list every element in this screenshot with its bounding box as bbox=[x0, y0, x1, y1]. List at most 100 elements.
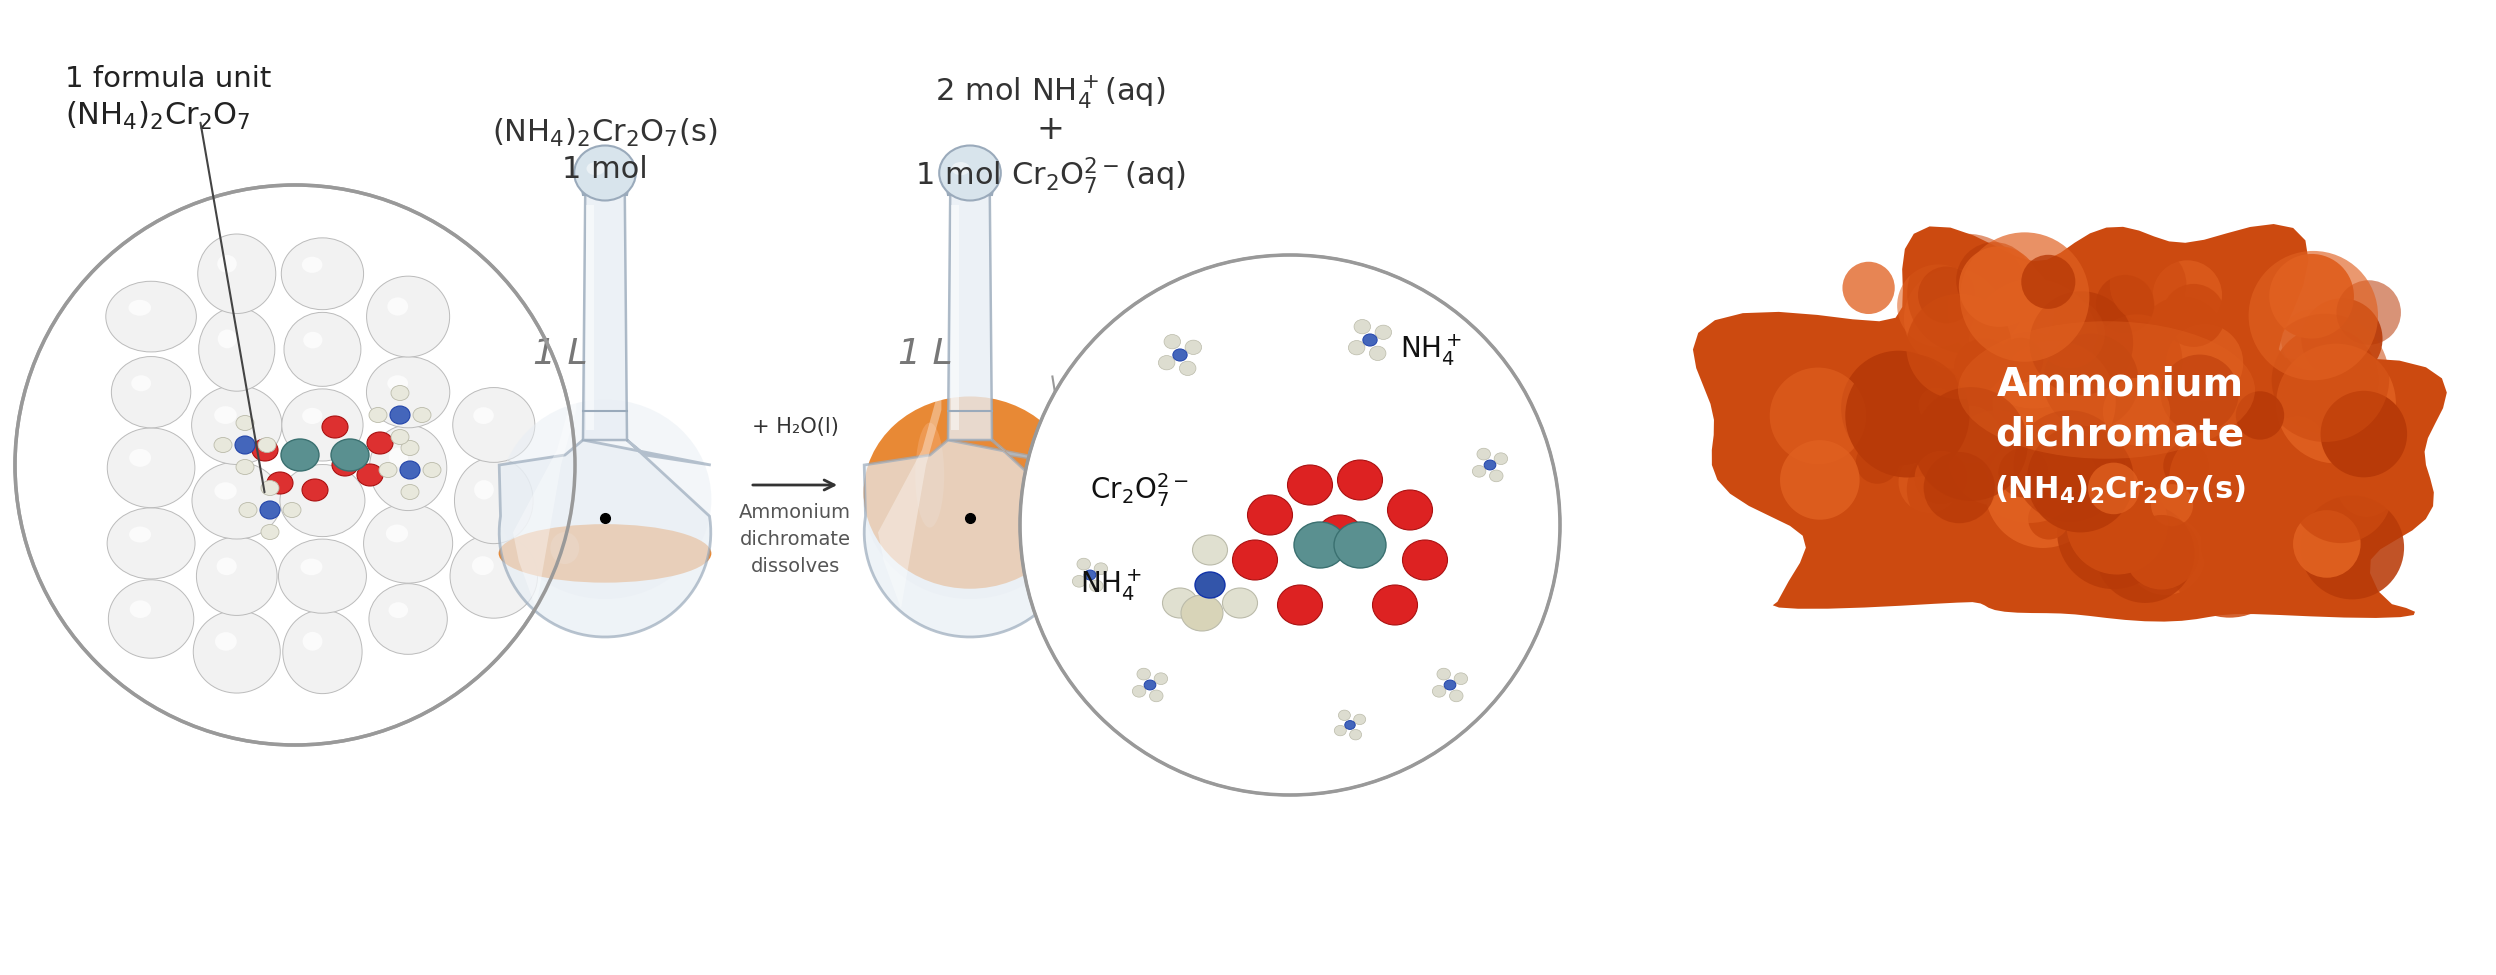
Circle shape bbox=[2069, 499, 2114, 544]
Circle shape bbox=[1907, 234, 2027, 354]
Ellipse shape bbox=[587, 162, 604, 175]
Ellipse shape bbox=[130, 448, 152, 467]
Ellipse shape bbox=[367, 357, 449, 428]
Ellipse shape bbox=[574, 145, 636, 201]
Circle shape bbox=[2269, 254, 2354, 338]
Ellipse shape bbox=[192, 462, 282, 539]
Ellipse shape bbox=[387, 297, 409, 316]
Ellipse shape bbox=[402, 485, 419, 499]
Circle shape bbox=[1942, 406, 1999, 463]
Circle shape bbox=[2321, 391, 2406, 478]
Circle shape bbox=[1770, 368, 1867, 464]
Text: Ammonium: Ammonium bbox=[1997, 366, 2244, 404]
Circle shape bbox=[1947, 256, 2054, 363]
Circle shape bbox=[2336, 280, 2401, 345]
Ellipse shape bbox=[130, 601, 152, 618]
Circle shape bbox=[1954, 338, 2014, 399]
Ellipse shape bbox=[1345, 721, 1355, 729]
Ellipse shape bbox=[332, 454, 357, 476]
Circle shape bbox=[2092, 314, 2182, 405]
Ellipse shape bbox=[262, 525, 280, 539]
Ellipse shape bbox=[1485, 460, 1495, 470]
Circle shape bbox=[2014, 410, 2124, 522]
Ellipse shape bbox=[951, 162, 971, 175]
Ellipse shape bbox=[387, 375, 409, 391]
Ellipse shape bbox=[1158, 356, 1176, 370]
Ellipse shape bbox=[1495, 452, 1508, 464]
Ellipse shape bbox=[1091, 580, 1103, 592]
Ellipse shape bbox=[1490, 470, 1503, 482]
Ellipse shape bbox=[215, 483, 237, 499]
Circle shape bbox=[1845, 353, 1969, 478]
Circle shape bbox=[2164, 444, 2209, 488]
Ellipse shape bbox=[217, 254, 237, 273]
Ellipse shape bbox=[280, 464, 364, 536]
Ellipse shape bbox=[217, 558, 237, 575]
Ellipse shape bbox=[938, 145, 1001, 201]
Ellipse shape bbox=[1445, 680, 1455, 690]
Ellipse shape bbox=[1186, 340, 1201, 355]
Circle shape bbox=[1857, 441, 1899, 484]
Circle shape bbox=[2271, 416, 2324, 470]
Circle shape bbox=[2201, 506, 2279, 584]
Circle shape bbox=[1797, 482, 1862, 546]
Circle shape bbox=[2169, 495, 2291, 617]
Polygon shape bbox=[879, 380, 941, 608]
Ellipse shape bbox=[392, 430, 409, 445]
Ellipse shape bbox=[200, 307, 275, 391]
Circle shape bbox=[1897, 264, 1979, 347]
Ellipse shape bbox=[1163, 334, 1181, 349]
Circle shape bbox=[2236, 391, 2284, 440]
Text: +: + bbox=[1036, 113, 1063, 146]
Circle shape bbox=[2261, 314, 2389, 442]
Ellipse shape bbox=[302, 484, 322, 499]
Circle shape bbox=[2276, 343, 2396, 463]
Ellipse shape bbox=[1133, 685, 1146, 697]
Ellipse shape bbox=[1338, 460, 1383, 500]
Polygon shape bbox=[587, 205, 594, 430]
Circle shape bbox=[2169, 429, 2266, 527]
Ellipse shape bbox=[1348, 340, 1365, 355]
Circle shape bbox=[1780, 440, 1860, 520]
Polygon shape bbox=[951, 205, 958, 430]
Circle shape bbox=[15, 185, 574, 745]
Ellipse shape bbox=[332, 439, 369, 471]
Ellipse shape bbox=[302, 256, 322, 273]
Ellipse shape bbox=[197, 537, 277, 615]
Ellipse shape bbox=[412, 408, 432, 422]
Circle shape bbox=[2042, 494, 2084, 534]
Ellipse shape bbox=[1478, 448, 1490, 460]
Ellipse shape bbox=[387, 525, 409, 542]
Circle shape bbox=[1959, 247, 2039, 327]
Ellipse shape bbox=[1957, 321, 2254, 459]
Circle shape bbox=[2022, 254, 2074, 309]
Ellipse shape bbox=[1318, 515, 1363, 555]
Text: $\mathregular{Cr_2O_7^{2-}}$: $\mathregular{Cr_2O_7^{2-}}$ bbox=[1091, 471, 1188, 509]
Circle shape bbox=[2057, 477, 2169, 589]
Ellipse shape bbox=[472, 556, 494, 575]
Circle shape bbox=[1914, 450, 1967, 504]
Circle shape bbox=[2104, 378, 2169, 446]
Circle shape bbox=[2097, 504, 2194, 603]
Circle shape bbox=[1917, 266, 1974, 324]
Ellipse shape bbox=[1373, 585, 1418, 625]
Ellipse shape bbox=[1278, 585, 1323, 625]
Circle shape bbox=[1899, 451, 1959, 513]
Circle shape bbox=[2301, 495, 2404, 600]
Ellipse shape bbox=[107, 428, 195, 508]
Circle shape bbox=[1947, 461, 1997, 512]
Circle shape bbox=[2294, 510, 2361, 578]
Ellipse shape bbox=[252, 439, 277, 461]
Circle shape bbox=[1984, 432, 2102, 548]
Circle shape bbox=[1969, 332, 2089, 450]
Ellipse shape bbox=[1333, 522, 1385, 568]
Circle shape bbox=[1867, 502, 1909, 543]
Circle shape bbox=[2162, 284, 2226, 347]
Ellipse shape bbox=[1403, 540, 1448, 580]
Text: + H₂O(l): + H₂O(l) bbox=[751, 417, 839, 437]
Text: 1 mol: 1 mol bbox=[562, 155, 649, 184]
Ellipse shape bbox=[1093, 563, 1108, 574]
Ellipse shape bbox=[1193, 535, 1228, 565]
Ellipse shape bbox=[392, 385, 409, 401]
Ellipse shape bbox=[1153, 673, 1168, 684]
